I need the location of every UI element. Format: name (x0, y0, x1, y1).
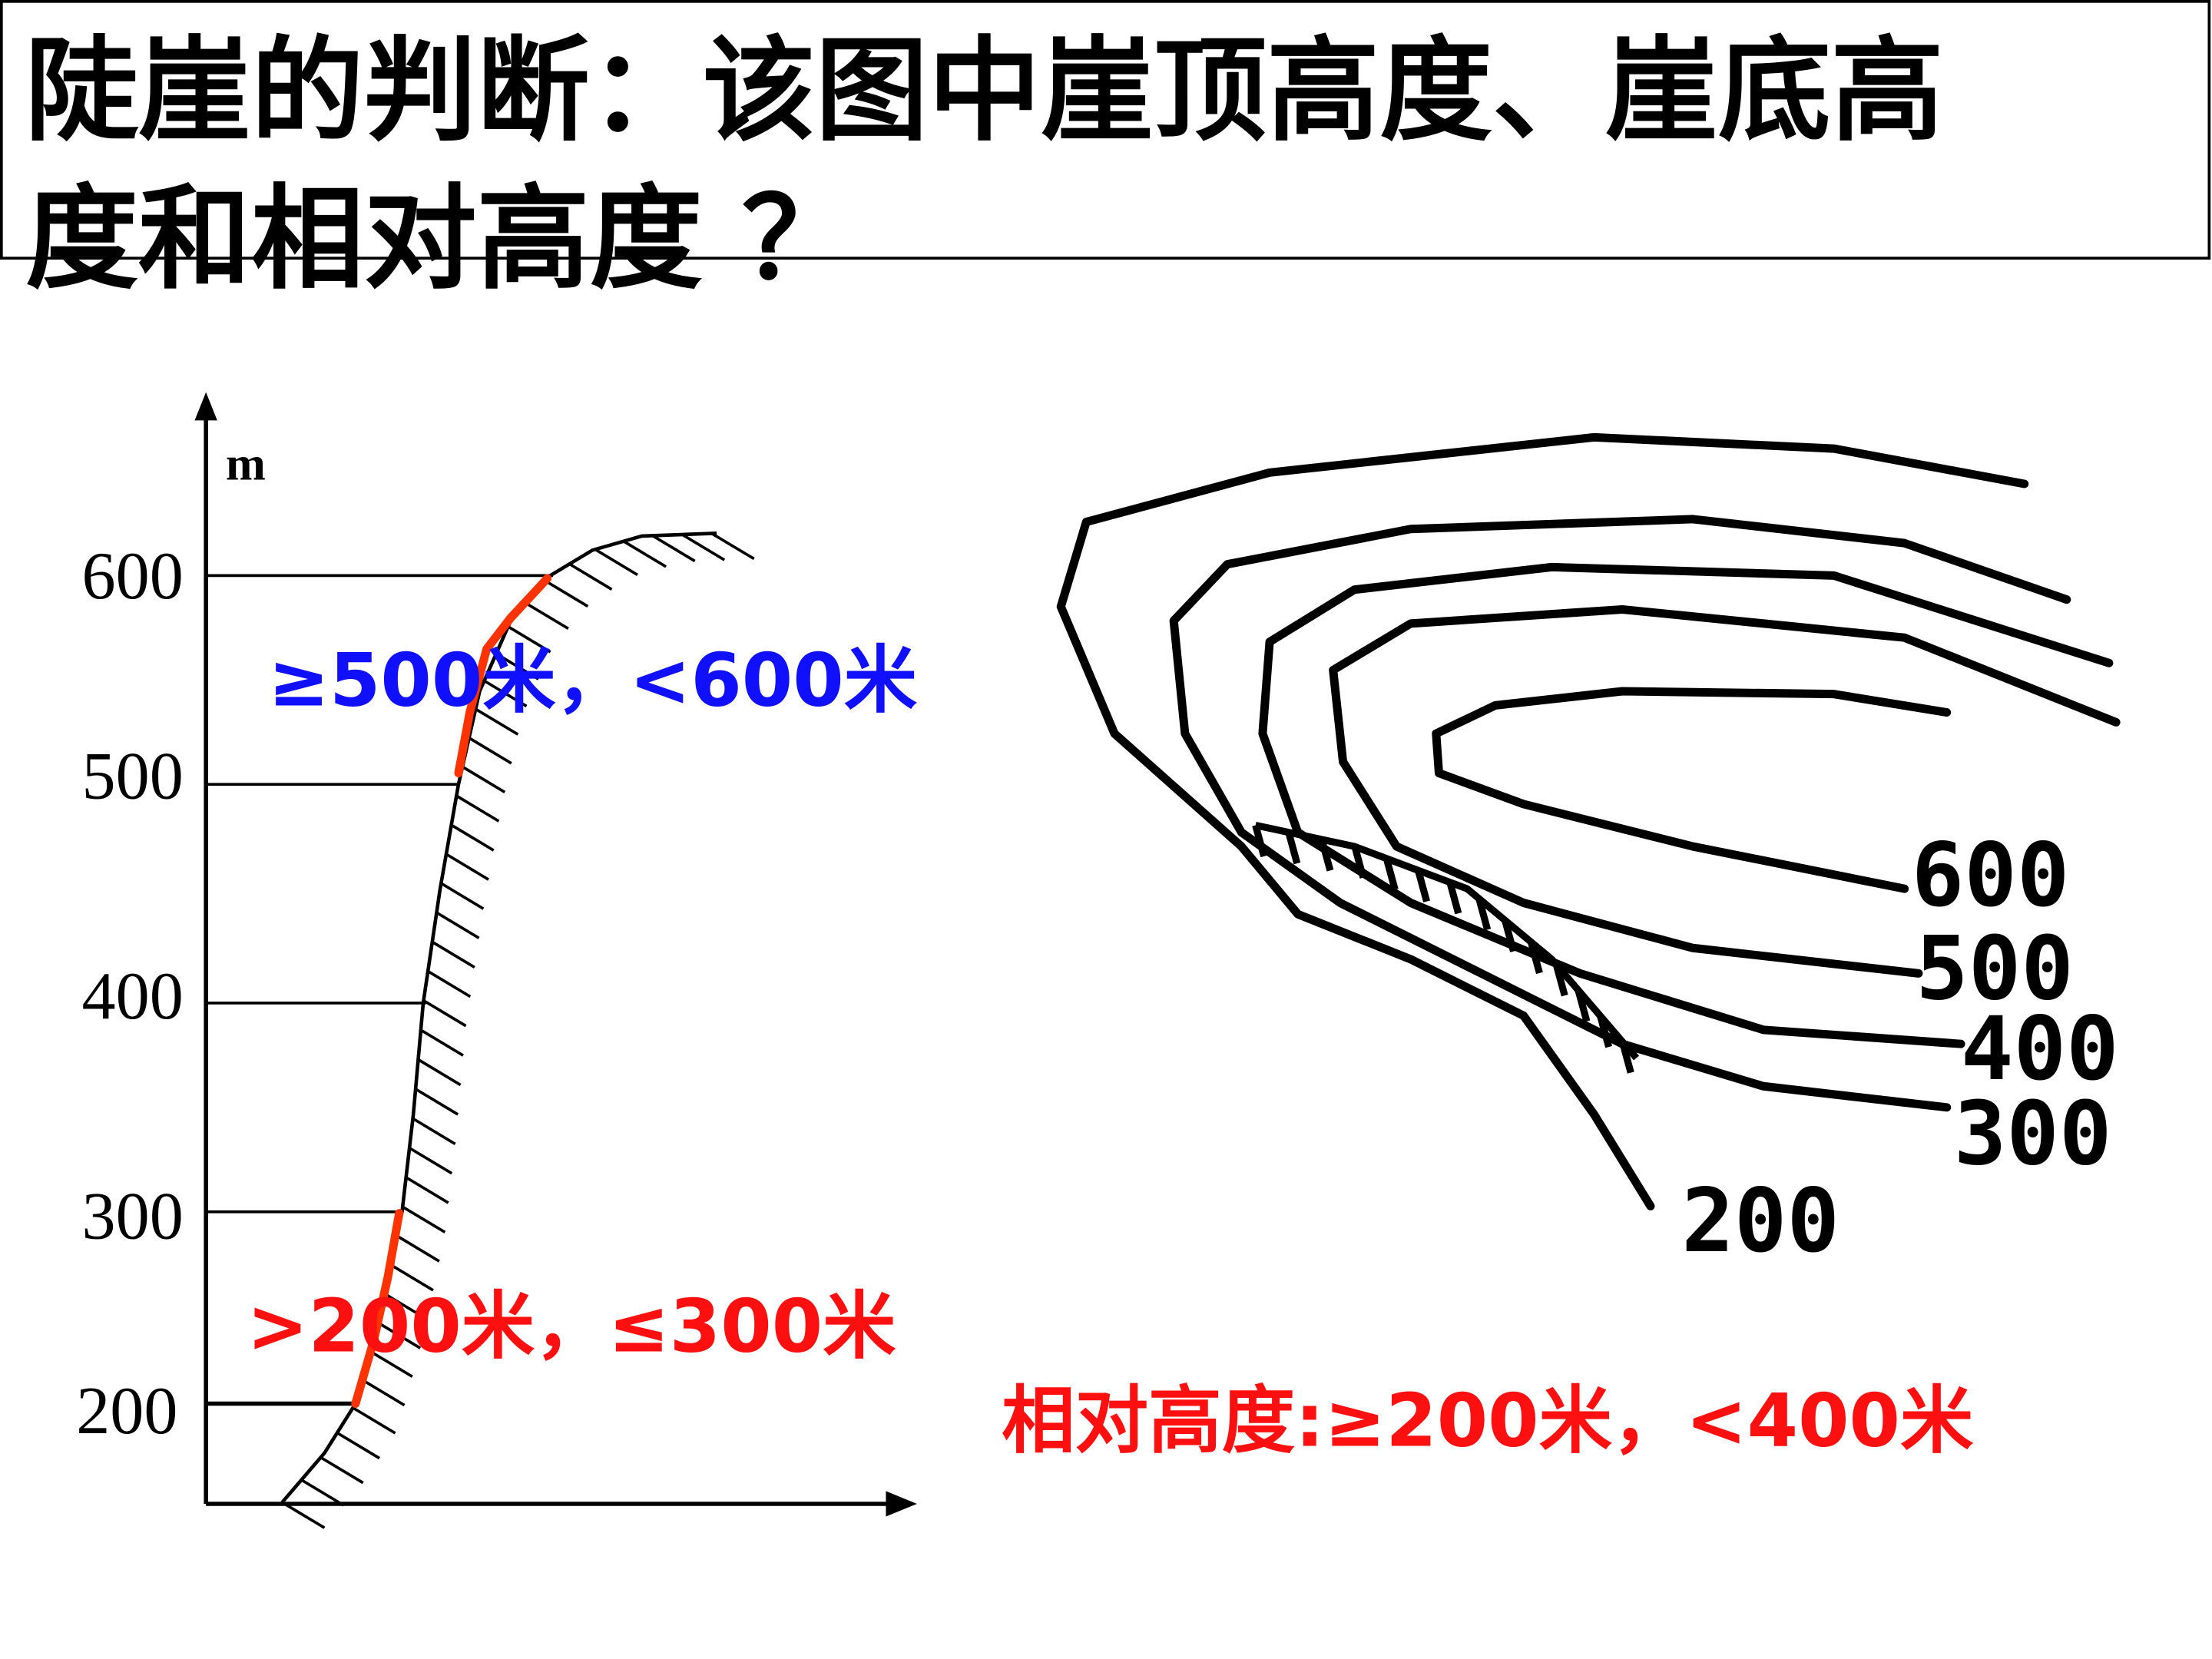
hatch-mark (281, 1501, 326, 1529)
hatch-mark (455, 794, 500, 823)
hatch-mark (1318, 838, 1334, 872)
hatch-mark (361, 1378, 406, 1407)
highlight (351, 1209, 404, 1409)
hatch-mark (427, 969, 472, 998)
hatch-mark (1415, 869, 1430, 902)
hatch-mark (594, 548, 638, 576)
hatch-mark (1382, 857, 1399, 891)
contour-label: 500 (1916, 917, 2074, 1019)
axis-arrow (194, 392, 217, 421)
hatch-mark (402, 1205, 446, 1233)
hatch-mark (435, 911, 480, 939)
hatch-mark (419, 1028, 464, 1057)
contour-line (1329, 604, 2121, 978)
contour-label: 200 (1681, 1170, 1839, 1272)
hatch-mark (495, 652, 540, 680)
hatch-mark (412, 1117, 456, 1145)
annotation: ≥500米，<600米 (268, 637, 918, 723)
hatch-mark (369, 1349, 413, 1378)
hatch-mark (1446, 881, 1462, 915)
hatch-mark (415, 1088, 459, 1116)
hatching (1252, 824, 1634, 1074)
contour-line (1258, 562, 2114, 1048)
hatch-mark (1597, 1015, 1613, 1048)
title-line: 陡崖的判断：该图中崖顶高度、崖底高 (25, 25, 1944, 157)
hatch-mark (1285, 831, 1301, 865)
axis-label: 200 (76, 1373, 177, 1449)
highlight (454, 574, 552, 778)
unit-label: m (226, 436, 266, 490)
hatch-mark (623, 540, 667, 568)
hatch-mark (483, 679, 528, 708)
hatch-mark (710, 531, 755, 561)
title-box (0, 0, 2211, 260)
hatch-mark (445, 853, 490, 881)
hatch-mark (525, 601, 569, 631)
hatch-mark (1351, 846, 1367, 879)
hatch-mark (651, 534, 696, 563)
annotation: >200米，≤300米 (247, 1283, 896, 1369)
hatch-mark (389, 1263, 434, 1292)
contour-label: 400 (1961, 998, 2119, 1100)
hatch-mark (450, 823, 495, 852)
hatch-mark (405, 1176, 449, 1204)
hatch-mark (352, 1406, 396, 1435)
hatch-mark (1527, 941, 1543, 975)
hatch-mark (462, 765, 506, 794)
hatch-mark (1502, 919, 1517, 952)
hatch-mark (1252, 824, 1268, 858)
hatch-mark (383, 1293, 428, 1321)
axis-arrow (886, 1491, 917, 1517)
hatch-mark (336, 1431, 381, 1460)
hatch-mark (377, 1321, 422, 1349)
hatch-mark (545, 579, 589, 608)
title-line: 度和相对高度 ？ (25, 174, 855, 305)
hatch-mark (431, 940, 475, 969)
contour-line (1432, 687, 1952, 893)
hatch-mark (1618, 1040, 1634, 1074)
axis-label: 400 (82, 959, 184, 1034)
axis-label: 600 (82, 538, 184, 614)
contour-line (1056, 432, 2029, 1210)
axis-label: 300 (82, 1179, 184, 1254)
hatch-mark (507, 625, 551, 654)
hatch-mark (468, 737, 512, 765)
hatch-mark (1552, 963, 1568, 997)
hatch-mark (300, 1479, 345, 1507)
hatch-mark (422, 999, 467, 1028)
hatch-mark (1575, 989, 1591, 1022)
hatch-mark (409, 1147, 453, 1175)
hatch-mark (440, 882, 485, 910)
contour-label: 300 (1954, 1082, 2112, 1184)
annotation: 相对高度:≥200米，<400米 (1002, 1378, 1974, 1464)
contour-label: 600 (1912, 824, 2070, 926)
hatch-mark (417, 1058, 462, 1087)
hatch-mark (681, 533, 726, 561)
hatch-mark (1475, 897, 1492, 931)
hatch-mark (475, 707, 519, 736)
hatch-mark (320, 1455, 364, 1485)
hatching (281, 531, 755, 1529)
hatch-mark (396, 1234, 440, 1263)
axis-label: 500 (82, 739, 184, 814)
hatch-mark (568, 562, 613, 591)
